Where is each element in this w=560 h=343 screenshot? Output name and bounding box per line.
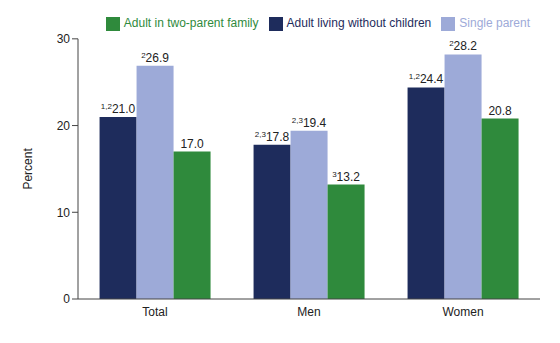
svg-text:1,224.4: 1,224.4 xyxy=(409,72,444,86)
svg-text:Total: Total xyxy=(142,305,167,319)
svg-text:20: 20 xyxy=(57,119,71,133)
svg-text:226.9: 226.9 xyxy=(141,51,169,65)
svg-text:228.2: 228.2 xyxy=(449,39,477,53)
html-text:Single parent: Single parent xyxy=(459,16,530,30)
svg-text:17.0: 17.0 xyxy=(180,137,204,151)
svg-text:30: 30 xyxy=(57,32,71,46)
svg-text:2,317.8: 2,317.8 xyxy=(255,130,290,144)
svg-text:Percent: Percent xyxy=(21,148,35,190)
svg-text:313.2: 313.2 xyxy=(332,170,360,184)
html-text:Adult in two-parent family: Adult in two-parent family xyxy=(123,16,259,30)
svg-text:Men: Men xyxy=(297,305,320,319)
svg-text:10: 10 xyxy=(57,206,71,220)
svg-text:2,319.4: 2,319.4 xyxy=(292,116,327,130)
html-text:Adult living without children: Adult living without children xyxy=(286,16,432,30)
svg-text:1,221.0: 1,221.0 xyxy=(101,102,136,116)
svg-text:Women: Women xyxy=(442,305,483,319)
svg-text:0: 0 xyxy=(63,292,70,306)
svg-text:20.8: 20.8 xyxy=(488,104,512,118)
